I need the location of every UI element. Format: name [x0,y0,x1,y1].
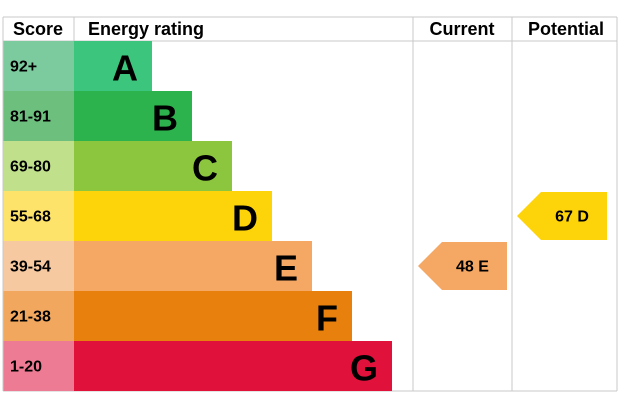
rating-bar [74,141,232,191]
rating-letter: A [112,48,138,89]
current-label: 48 E [456,259,489,276]
rating-bar [74,191,272,241]
score-cell [3,141,74,191]
rating-bar [74,341,392,391]
score-cell [3,41,74,91]
score-cell [3,191,74,241]
rating-letter: B [152,98,178,139]
score-label: 39-54 [10,259,51,276]
potential-arrow [517,192,607,240]
score-label: 92+ [10,59,37,76]
score-label: 81-91 [10,109,51,126]
rating-letter: F [316,298,338,339]
score-label: 55-68 [10,209,51,226]
rating-letter: C [192,148,218,189]
rating-bar [74,91,192,141]
header-score: Score [13,19,63,39]
score-cell [3,241,74,291]
score-label: 21-38 [10,309,51,326]
score-label: 69-80 [10,159,51,176]
score-label: 1-20 [10,359,42,376]
rating-letter: D [232,198,258,239]
current-arrow [418,242,507,290]
rating-letter: G [350,348,378,389]
header-current: Current [429,19,494,39]
score-cell [3,341,74,391]
rating-bar [74,291,352,341]
header-potential: Potential [528,19,604,39]
rating-bar [74,41,152,91]
score-cell [3,91,74,141]
rating-bar [74,241,312,291]
rating-letter: E [274,248,298,289]
potential-label: 67 D [555,209,589,226]
header-rating: Energy rating [88,19,204,39]
score-cell [3,291,74,341]
